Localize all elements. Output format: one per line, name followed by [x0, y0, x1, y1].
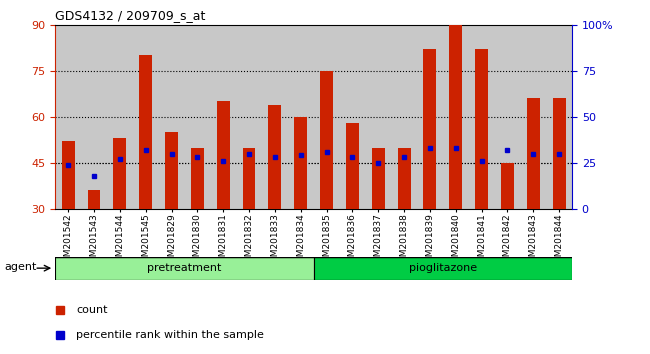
Bar [526, 98, 539, 209]
Bar [423, 49, 436, 209]
Text: pretreatment: pretreatment [148, 263, 222, 273]
Bar [313, 257, 572, 280]
Bar [320, 71, 333, 209]
Bar [62, 141, 75, 209]
Bar [139, 56, 152, 209]
Text: count: count [76, 305, 107, 315]
Bar [242, 148, 255, 209]
Bar [475, 49, 488, 209]
Bar [113, 138, 126, 209]
Bar [372, 148, 385, 209]
Bar [449, 25, 462, 209]
Bar [552, 98, 566, 209]
Text: agent: agent [5, 262, 37, 272]
Bar [88, 190, 101, 209]
Bar [216, 102, 229, 209]
Bar [346, 123, 359, 209]
Text: percentile rank within the sample: percentile rank within the sample [76, 330, 264, 339]
Bar [501, 163, 514, 209]
Text: pioglitazone: pioglitazone [409, 263, 477, 273]
Bar [55, 257, 313, 280]
Bar [294, 117, 307, 209]
Bar [398, 148, 411, 209]
Bar [191, 148, 204, 209]
Text: GDS4132 / 209709_s_at: GDS4132 / 209709_s_at [55, 9, 205, 22]
Bar [165, 132, 178, 209]
Bar [268, 104, 281, 209]
